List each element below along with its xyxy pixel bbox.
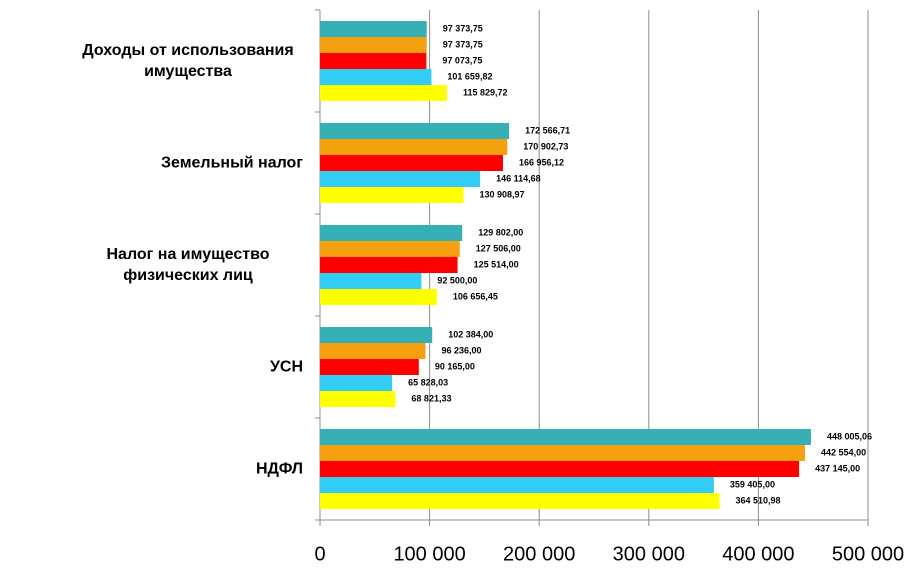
value-label: 92 500,00 (437, 275, 477, 285)
value-label: 166 956,12 (519, 157, 564, 167)
value-label: 437 145,00 (815, 463, 860, 473)
bar (320, 477, 714, 493)
bar (320, 375, 393, 391)
bar (320, 139, 508, 155)
category-label: Налог на имущество физических лиц (106, 246, 270, 284)
bar (320, 241, 460, 257)
bar (320, 53, 427, 69)
bar (320, 273, 422, 289)
bar (320, 289, 437, 305)
x-tick-label: 100 000 (393, 543, 465, 565)
value-label: 115 829,72 (463, 87, 508, 97)
x-tick-label: 500 000 (832, 543, 904, 565)
value-label: 359 405,00 (730, 479, 775, 489)
bar (320, 257, 458, 273)
value-label: 102 384,00 (448, 329, 493, 339)
value-label: 364 510,98 (736, 495, 781, 505)
bar (320, 359, 419, 375)
bar (320, 37, 427, 53)
bar (320, 445, 806, 461)
x-tick-label: 0 (314, 543, 325, 565)
bar (320, 327, 433, 343)
value-label: 97 373,75 (443, 39, 483, 49)
bar (320, 155, 503, 171)
value-label: 65 828,03 (408, 377, 448, 387)
value-label: 106 656,45 (453, 291, 498, 301)
bar (320, 461, 800, 477)
value-label: 448 005,06 (827, 431, 872, 441)
value-label: 125 514,00 (474, 259, 519, 269)
value-label: 101 659,82 (447, 71, 492, 81)
x-tick-label: 300 000 (613, 543, 685, 565)
bar (320, 391, 396, 407)
bar (320, 85, 447, 101)
category-label: УСН (269, 358, 303, 376)
category-label: НДФЛ (255, 460, 303, 478)
bar (320, 21, 427, 37)
bar (320, 123, 510, 139)
value-label: 170 902,73 (523, 141, 568, 151)
bar (320, 69, 432, 85)
x-tick-label: 200 000 (503, 543, 575, 565)
x-tick-label: 400 000 (722, 543, 794, 565)
bar (320, 429, 812, 445)
value-label: 90 165,00 (435, 361, 475, 371)
value-label: 130 908,97 (479, 189, 524, 199)
bar (320, 187, 464, 203)
bar (320, 343, 426, 359)
value-label: 97 373,75 (443, 23, 483, 33)
category-label: Доходы от использования имущества (82, 42, 294, 80)
value-label: 96 236,00 (441, 345, 481, 355)
value-label: 129 802,00 (478, 227, 523, 237)
bar (320, 493, 720, 509)
value-label: 127 506,00 (476, 243, 521, 253)
value-label: 68 821,33 (411, 393, 451, 403)
category-label: Земельный налог (160, 154, 303, 172)
value-label: 146 114,68 (496, 173, 541, 183)
bar (320, 171, 481, 187)
value-label: 97 073,75 (442, 55, 482, 65)
value-label: 172 566,71 (525, 125, 570, 135)
value-label: 442 554,00 (821, 447, 866, 457)
bar (320, 225, 463, 241)
